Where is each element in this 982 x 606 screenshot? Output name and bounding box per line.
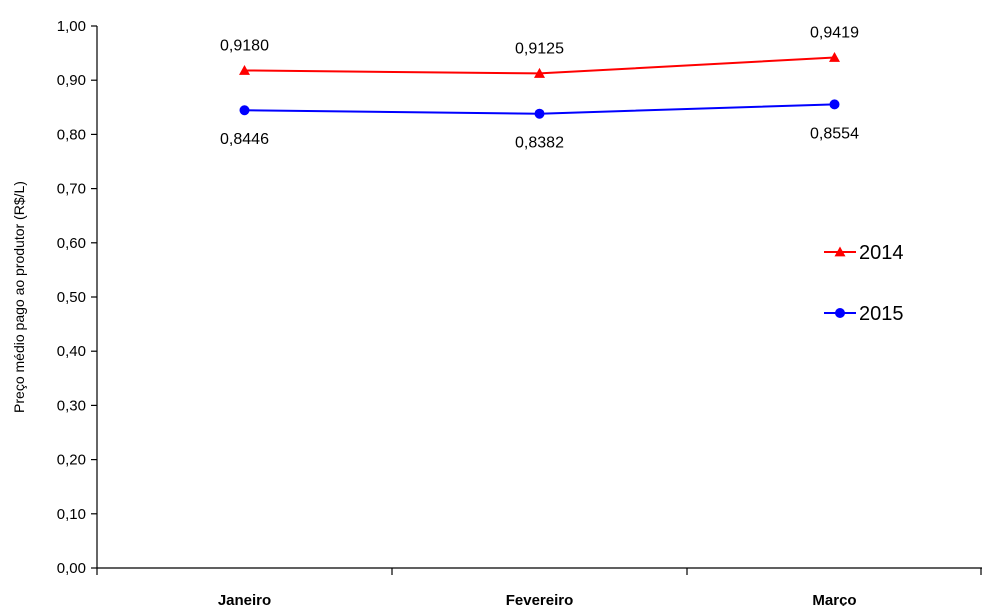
y-tick-label: 0,60	[57, 235, 86, 252]
series-layer: 0,9180 0,9125 0,9419 0,8446 0,8382 0,8554	[220, 24, 859, 151]
data-label-2015: 0,8382	[515, 135, 564, 152]
y-tick-label: 1,00	[57, 18, 86, 35]
y-tick-label: 0,70	[57, 181, 86, 198]
legend: 2014 2015	[824, 242, 904, 325]
data-label-2014: 0,9125	[515, 40, 564, 57]
y-tick-label: 0,80	[57, 126, 86, 143]
y-tick-label: 0,20	[57, 452, 86, 469]
x-category-label: Janeiro	[218, 592, 271, 606]
y-tick-label: 0,10	[57, 506, 86, 523]
y-axis-title: Preço médio pago ao produtor (R$/L)	[11, 181, 27, 413]
legend-label: 2014	[859, 242, 904, 264]
legend-label: 2015	[859, 303, 904, 325]
data-point-2014	[829, 51, 840, 62]
data-point-2015	[239, 105, 250, 116]
legend-marker	[835, 308, 845, 318]
series-2015: 0,8446 0,8382 0,8554	[220, 99, 859, 152]
data-point-2015	[829, 99, 840, 110]
y-tick-label: 0,30	[57, 397, 86, 414]
data-point-2014	[239, 64, 250, 75]
data-label-2015: 0,8446	[220, 131, 269, 148]
series-2014: 0,9180 0,9125 0,9419	[220, 24, 859, 78]
data-point-2014	[534, 67, 545, 78]
x-category-label: Março	[812, 592, 856, 606]
x-axis: Janeiro Fevereiro Março	[96, 567, 982, 606]
data-label-2015: 0,8554	[810, 125, 859, 142]
legend-item-2015: 2015	[824, 303, 904, 325]
legend-item-2014: 2014	[824, 242, 904, 264]
data-label-2014: 0,9180	[220, 37, 269, 54]
y-tick-label: 0,90	[57, 72, 86, 89]
data-label-2014: 0,9419	[810, 24, 859, 41]
y-tick-label: 0,40	[57, 343, 86, 360]
y-tick-label: 0,00	[57, 560, 86, 577]
y-axis: 0,00 0,10 0,20 0,30 0,40 0,50 0,60 0,70 0,80 0,90…	[57, 18, 98, 577]
y-tick-label: 0,50	[57, 289, 86, 306]
x-category-label: Fevereiro	[506, 592, 574, 606]
legend-marker	[834, 246, 846, 257]
data-point-2015	[534, 108, 545, 119]
